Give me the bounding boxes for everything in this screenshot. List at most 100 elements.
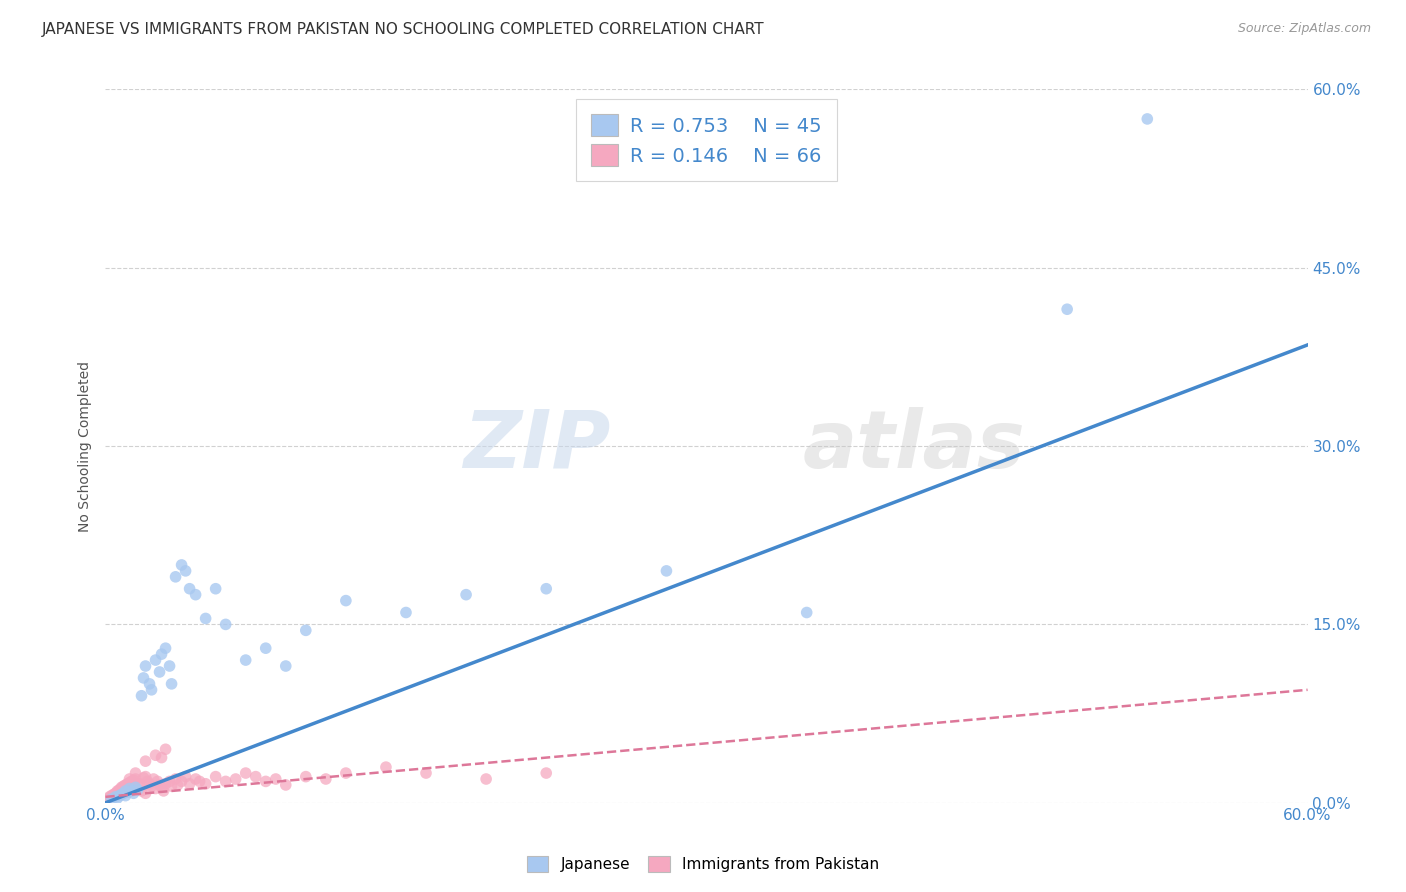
Point [335,593,357,607]
Point [100,789,122,803]
Point [204,582,226,596]
Point [148,778,170,792]
Point [184,772,207,786]
Point [114,784,136,798]
Point [108,782,131,797]
Point [415,766,437,780]
Point [264,772,287,786]
Point [295,770,318,784]
Point [335,766,357,780]
Point [132,771,155,785]
Point [155,742,177,756]
Point [166,778,188,792]
Point [374,760,398,774]
Point [141,682,163,697]
Point [107,784,129,798]
Point [274,659,297,673]
Point [132,671,155,685]
Point [96,792,118,806]
Point [534,582,557,596]
Point [254,774,277,789]
Point [225,772,247,786]
Point [174,770,197,784]
Point [108,789,131,803]
Text: JAPANESE VS IMMIGRANTS FROM PAKISTAN NO SCHOOLING COMPLETED CORRELATION CHART: JAPANESE VS IMMIGRANTS FROM PAKISTAN NO … [42,22,765,37]
Point [214,774,236,789]
Point [122,773,145,788]
Point [170,774,193,789]
Point [110,780,132,795]
Point [118,781,141,796]
Point [150,750,173,764]
Point [127,778,149,792]
Point [150,780,173,795]
Point [107,791,129,805]
Point [118,772,141,786]
Point [145,653,167,667]
Point [796,606,818,620]
Point [155,777,177,791]
Point [141,779,163,793]
Point [395,606,418,620]
Legend: R = 0.753    N = 45, R = 0.146    N = 66: R = 0.753 N = 45, R = 0.146 N = 66 [575,99,838,181]
Point [145,748,167,763]
Point [100,792,122,806]
Point [122,786,145,800]
Text: atlas: atlas [803,407,1025,485]
Point [274,778,297,792]
Point [135,770,157,784]
Point [112,786,135,800]
Point [235,766,257,780]
Point [124,781,146,796]
Point [179,777,201,791]
Point [1056,302,1078,317]
Point [1136,112,1159,126]
Point [152,784,174,798]
Point [214,617,236,632]
Point [117,785,139,799]
Point [138,677,160,691]
Point [254,641,277,656]
Point [159,659,181,673]
Point [103,788,125,802]
Point [245,770,267,784]
Point [454,588,477,602]
Point [475,772,498,786]
Point [124,766,146,780]
Point [170,558,193,572]
Point [148,665,170,679]
Point [165,570,187,584]
Point [150,647,173,661]
Point [295,624,318,638]
Point [655,564,678,578]
Point [104,786,127,800]
Point [136,774,159,789]
Point [184,588,207,602]
Point [142,772,165,786]
Point [135,754,157,768]
Point [159,774,181,789]
Point [114,789,136,803]
Y-axis label: No Schooling Completed: No Schooling Completed [79,360,93,532]
Point [138,777,160,791]
Point [174,564,197,578]
Point [179,582,201,596]
Point [534,766,557,780]
Point [118,784,141,798]
Point [124,772,146,786]
Point [204,770,226,784]
Point [315,772,337,786]
Point [188,774,211,789]
Point [110,788,132,802]
Point [194,777,217,791]
Point [110,781,132,796]
Point [131,784,153,798]
Point [165,772,187,786]
Point [135,659,157,673]
Text: Source: ZipAtlas.com: Source: ZipAtlas.com [1237,22,1371,36]
Point [128,777,150,791]
Point [98,789,121,804]
Legend: Japanese, Immigrants from Pakistan: Japanese, Immigrants from Pakistan [519,848,887,880]
Point [135,786,157,800]
Point [124,780,146,795]
